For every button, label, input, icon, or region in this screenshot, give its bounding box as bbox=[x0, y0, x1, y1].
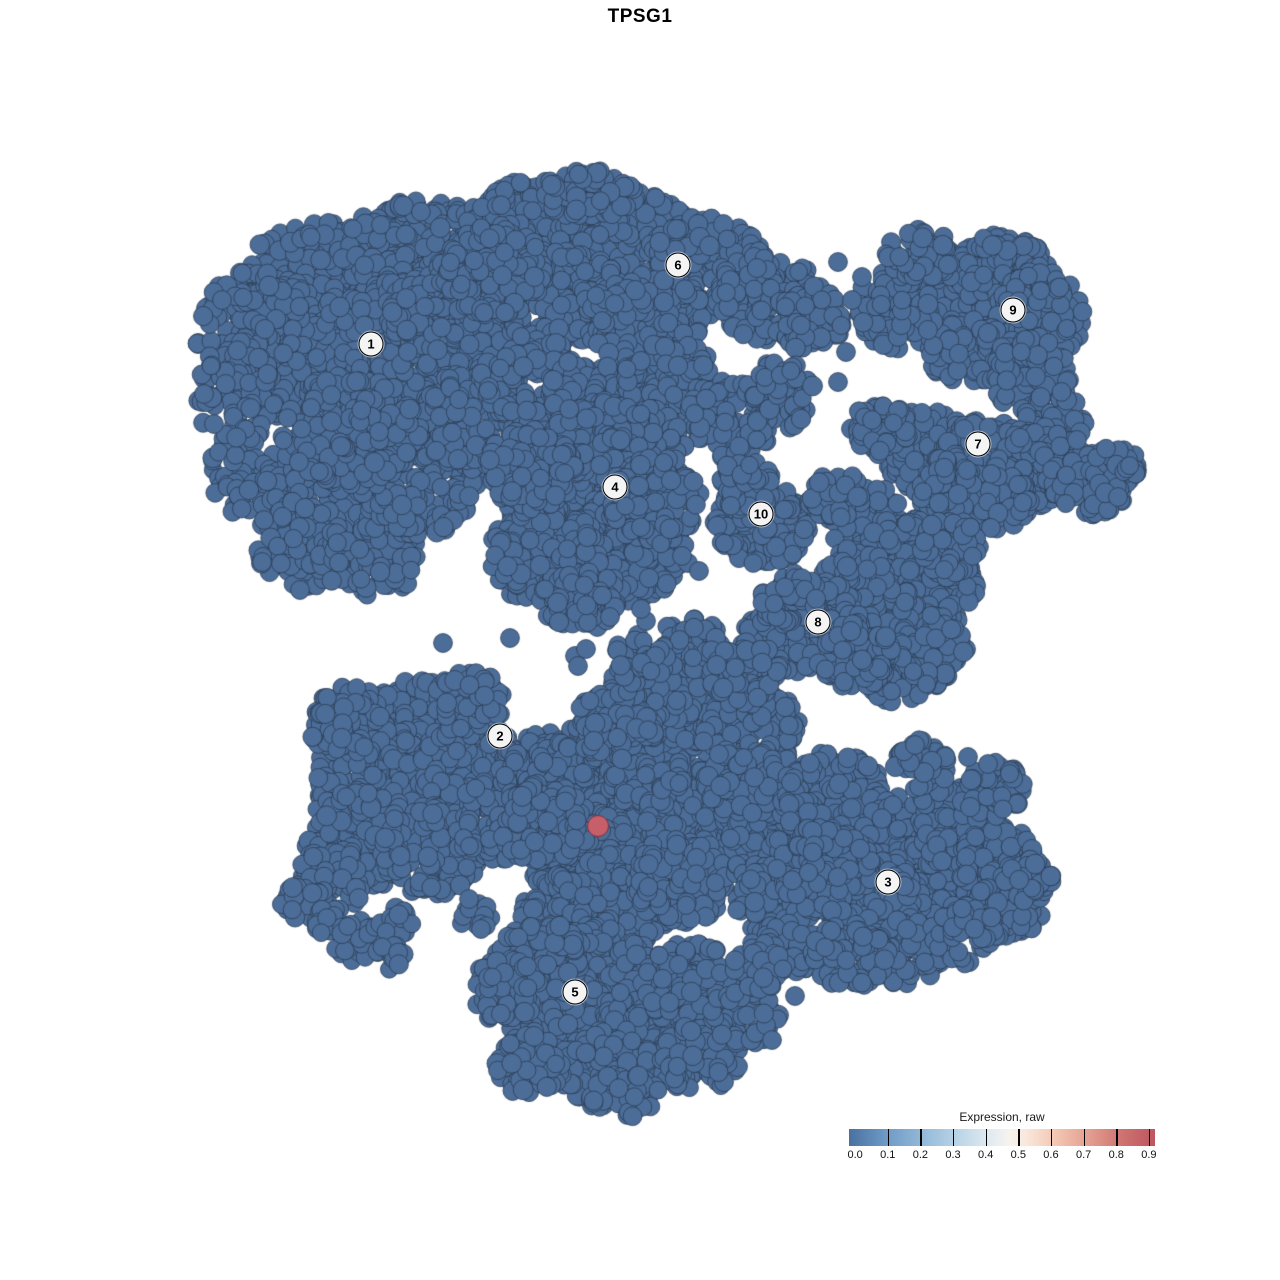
legend-tick-mark bbox=[1148, 1129, 1151, 1146]
legend-tick-label: 0.3 bbox=[945, 1149, 961, 1161]
cluster-label-10[interactable]: 10 bbox=[748, 501, 774, 527]
legend-tick-label: 0.0 bbox=[847, 1149, 863, 1161]
legend-tick-mark bbox=[1018, 1129, 1020, 1146]
legend-tick-mark bbox=[1050, 1129, 1053, 1146]
cluster-label-1[interactable]: 1 bbox=[358, 331, 384, 357]
cluster-label-4[interactable]: 4 bbox=[602, 474, 628, 500]
legend-tick-mark bbox=[920, 1129, 922, 1146]
legend-tick-label: 0.1 bbox=[880, 1149, 896, 1161]
legend-title: Expression, raw bbox=[959, 1110, 1045, 1124]
legend-tick-label: 0.2 bbox=[912, 1149, 929, 1161]
legend-tick-mark bbox=[1116, 1129, 1118, 1146]
legend-tick-labels: 0.0 0.1 0.2 0.3 0.4 0.5 0.6 0.7 0.8 0.9 bbox=[847, 1149, 1157, 1162]
legend-tick-label: 0.8 bbox=[1108, 1149, 1124, 1161]
legend-gradient-bar bbox=[849, 1129, 1155, 1146]
cluster-label-3[interactable]: 3 bbox=[875, 869, 901, 895]
legend-tick-mark bbox=[1083, 1129, 1085, 1146]
cluster-label-2[interactable]: 2 bbox=[487, 723, 513, 749]
legend-tick-label: 0.9 bbox=[1141, 1149, 1157, 1161]
legend-tick-mark bbox=[953, 1129, 955, 1146]
legend-tick-mark bbox=[985, 1129, 988, 1146]
legend-tick-mark bbox=[887, 1129, 890, 1146]
cluster-label-8[interactable]: 8 bbox=[805, 609, 831, 635]
cluster-label-7[interactable]: 7 bbox=[965, 431, 991, 457]
legend-tick-label: 0.7 bbox=[1075, 1149, 1092, 1161]
legend-tick-label: 0.5 bbox=[1010, 1149, 1026, 1161]
cluster-label-5[interactable]: 5 bbox=[562, 979, 588, 1005]
expression-legend: Expression, raw 0.0 0.1 0.2 0.3 0.4 0.5 0.6 0.7… bbox=[847, 1110, 1157, 1162]
legend-tick-label: 0.6 bbox=[1043, 1149, 1059, 1161]
cluster-label-9[interactable]: 9 bbox=[1000, 297, 1026, 323]
legend-tick-label: 0.4 bbox=[978, 1149, 994, 1161]
cluster-label-6[interactable]: 6 bbox=[665, 252, 691, 278]
